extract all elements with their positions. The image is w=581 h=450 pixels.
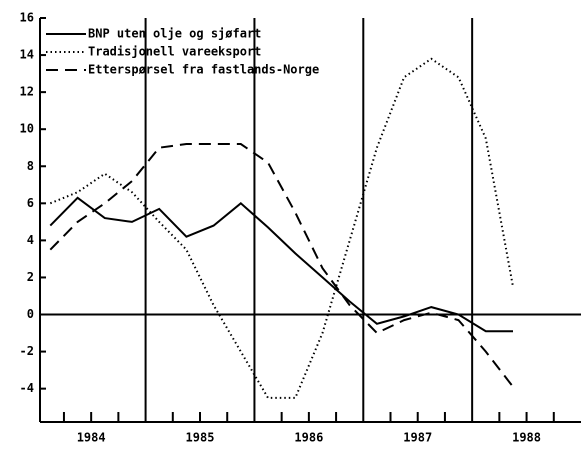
y-tick-label: 10 [20, 122, 34, 136]
x-tick-label: 1986 [294, 431, 323, 445]
series-line [49, 57, 514, 399]
y-tick-label: 6 [27, 196, 34, 210]
series-line [49, 143, 514, 388]
y-tick-label: 12 [20, 85, 34, 99]
y-tick-label: 2 [27, 270, 34, 284]
y-tick-label: -2 [20, 344, 34, 358]
legend-label: Etterspørsel fra fastlands-Norge [88, 63, 319, 77]
x-tick-label: 1985 [186, 431, 215, 445]
y-tick-label: 16 [20, 11, 34, 25]
legend-label: Tradisjonell vareeksport [88, 45, 261, 59]
y-tick-label: 8 [27, 159, 34, 173]
y-tick-label: 14 [20, 48, 34, 62]
x-tick-label: 1988 [512, 431, 541, 445]
x-tick-label: 1987 [403, 431, 432, 445]
y-tick-label: 0 [27, 307, 34, 321]
y-tick-label: 4 [27, 233, 34, 247]
series-line [49, 196, 513, 333]
legend-label: BNP uten olje og sjøfart [88, 27, 261, 41]
y-tick-label: -4 [20, 381, 34, 395]
x-tick-label: 1984 [77, 431, 106, 445]
